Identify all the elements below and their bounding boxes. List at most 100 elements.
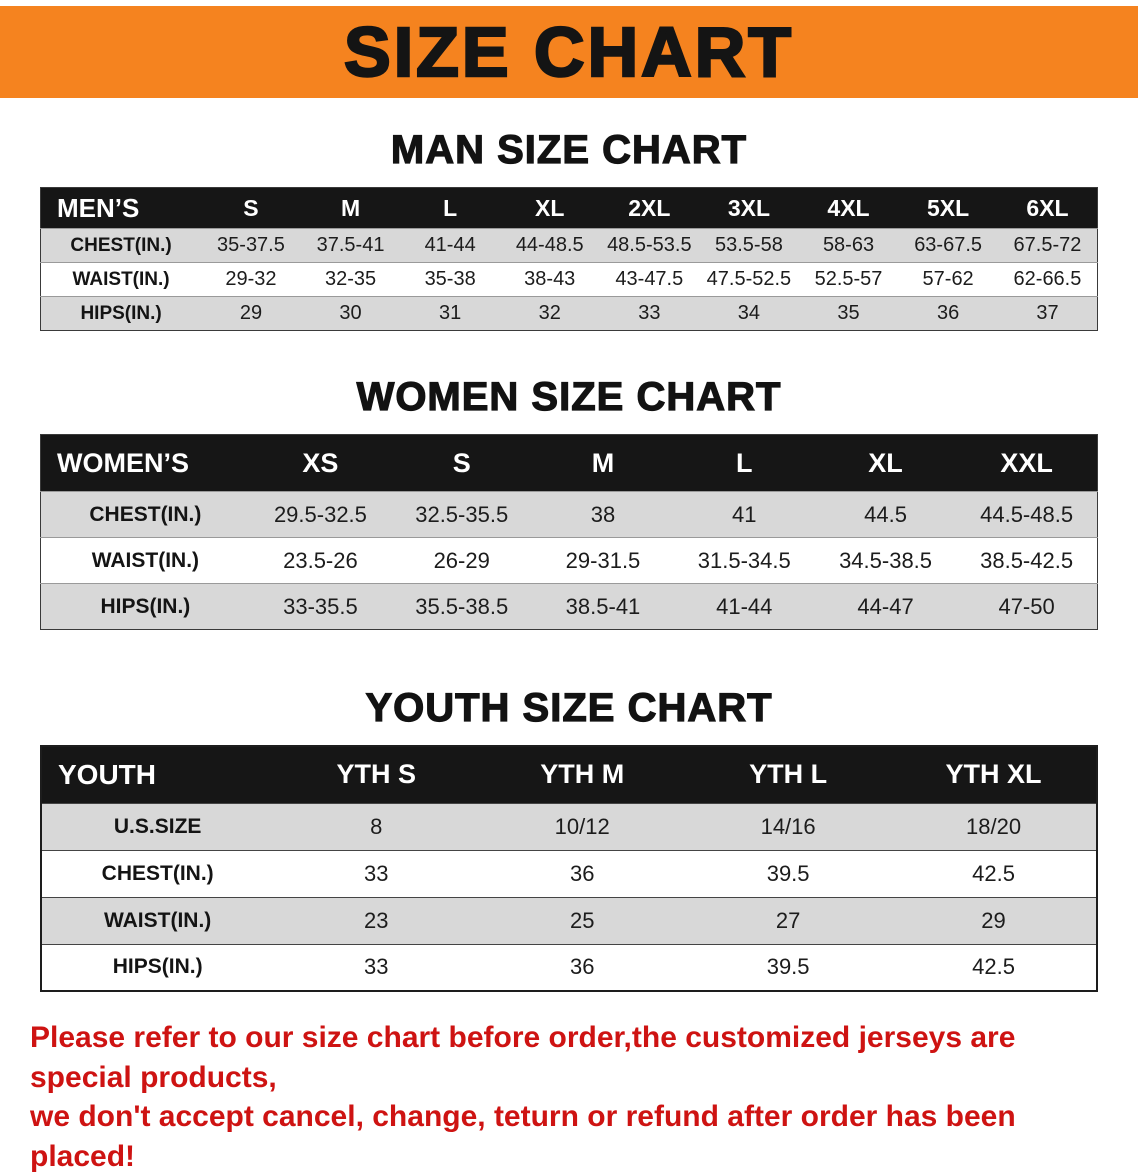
size-column-header: XL — [814, 434, 957, 492]
table-row: HIPS(IN.) 33 36 39.5 42.5 — [41, 944, 1097, 991]
row-label-cell: HIPS(IN.) — [112, 955, 203, 979]
value-cell: 34 — [737, 302, 761, 324]
value-cell: 37.5-41 — [316, 234, 385, 256]
value-cell: 32-35 — [324, 268, 377, 290]
table-row: HIPS(IN.) 33-35.5 35.5-38.5 38.5-41 41-44 44-… — [40, 583, 1098, 630]
value-cell: 30 — [339, 302, 362, 324]
value-cell: 52.5-57 — [814, 268, 883, 290]
table-header-row: MEN’S S M L XL 2XL 3XL 4XL 5XL 6XL — [40, 187, 1098, 229]
size-column-header: YTH L — [685, 746, 892, 803]
value-cell: 35-38 — [424, 268, 476, 290]
value-cell: 35 — [837, 302, 860, 324]
value-cell: 36 — [569, 860, 595, 886]
value-cell: 36 — [569, 954, 595, 980]
size-column-header: L — [673, 434, 815, 492]
row-label-cell: CHEST(IN.) — [70, 234, 172, 256]
row-label-cell: HIPS(IN.) — [100, 594, 191, 618]
value-cell: 39.5 — [766, 860, 810, 886]
row-label-cell: WAIST(IN.) — [103, 908, 212, 932]
value-cell: 37 — [1036, 302, 1059, 324]
value-cell: 23.5-26 — [283, 547, 358, 573]
size-column-header: M — [300, 187, 401, 229]
value-cell: 67.5-72 — [1013, 234, 1082, 256]
size-column-header: S — [391, 434, 533, 492]
notice-line-1: Please refer to our size chart before or… — [30, 1021, 1016, 1094]
value-cell: 29-32 — [225, 268, 277, 290]
table-row: WAIST(IN.) 29-32 32-35 35-38 38-43 43-47.5 47.… — [40, 262, 1098, 297]
size-column-header: S — [201, 187, 301, 229]
table-row: CHEST(IN.) 35-37.5 37.5-41 41-44 44-48.5 48.5… — [40, 228, 1098, 263]
value-cell: 42.5 — [972, 954, 1015, 980]
table-row: WAIST(IN.) 23.5-26 26-29 29-31.5 31.5-34.5 34… — [40, 537, 1098, 584]
table-row: CHEST(IN.) 29.5-32.5 32.5-35.5 38 41 44.5 44.5… — [40, 491, 1098, 538]
value-cell: 41 — [732, 501, 757, 527]
order-notice: Please refer to our size chart before or… — [0, 1018, 1138, 1176]
youth-size-chart-section: YOUTH SIZE CHART YOUTH YTH S YTH M YTH L YTH… — [0, 685, 1138, 992]
value-cell: 47.5-52.5 — [706, 268, 792, 290]
table-header-row: WOMEN’S XS S M L XL XXL — [40, 434, 1098, 492]
table-title-cell: WOMEN’S — [40, 434, 250, 492]
value-cell: 35.5-38.5 — [415, 593, 509, 619]
men-section-heading: MAN SIZE CHART — [390, 127, 748, 172]
value-cell: 18/20 — [966, 813, 1022, 839]
size-column-header: M — [532, 434, 674, 492]
value-cell: 38-43 — [524, 268, 576, 290]
value-cell: 62-66.5 — [1013, 268, 1082, 290]
size-column-header: 6XL — [997, 187, 1098, 229]
size-column-header: 5XL — [898, 187, 998, 229]
value-cell: 29.5-32.5 — [273, 501, 367, 527]
value-cell: 47-50 — [998, 593, 1055, 619]
value-cell: 44.5 — [864, 501, 907, 527]
value-cell: 33 — [364, 954, 389, 980]
value-cell: 31 — [439, 302, 462, 324]
value-cell: 32.5-35.5 — [415, 501, 509, 527]
size-chart-page: SIZE CHART MAN SIZE CHART MEN’S S M L XL 2XL 3… — [0, 6, 1138, 1176]
value-cell: 53.5-58 — [715, 234, 783, 256]
value-cell: 33 — [364, 860, 389, 886]
page-title: SIZE CHART — [343, 13, 794, 91]
value-cell: 48.5-53.5 — [607, 234, 692, 256]
women-size-table: WOMEN’S XS S M L XL XXL CHEST(IN.) 29.5-32.5 32.5… — [40, 434, 1098, 630]
size-column-header: L — [400, 187, 500, 229]
row-label-cell: HIPS(IN.) — [80, 302, 162, 324]
size-column-header: YTH M — [479, 746, 686, 803]
youth-size-table: YOUTH YTH S YTH M YTH L YTH XL U.S.SIZE 8 10/12… — [40, 745, 1098, 992]
table-title-cell: MEN’S — [40, 187, 202, 229]
value-cell: 31.5-34.5 — [697, 547, 791, 573]
value-cell: 34.5-38.5 — [839, 547, 933, 573]
value-cell: 36 — [936, 302, 960, 324]
row-label-cell: CHEST(IN.) — [89, 502, 202, 526]
youth-section-heading: YOUTH SIZE CHART — [365, 685, 773, 730]
value-cell: 44-48.5 — [515, 234, 584, 256]
row-label-cell: WAIST(IN.) — [91, 548, 200, 572]
men-size-chart-section: MAN SIZE CHART MEN’S S M L XL 2XL 3XL 4XL 5XL 6XL… — [0, 127, 1138, 331]
value-cell: 29 — [981, 907, 1006, 933]
size-column-header: YTH S — [273, 746, 480, 803]
value-cell: 41-44 — [716, 593, 773, 619]
row-label-cell: CHEST(IN.) — [101, 861, 214, 885]
table-header-row: YOUTH YTH S YTH M YTH L YTH XL — [41, 746, 1097, 803]
value-cell: 63-67.5 — [914, 234, 983, 256]
women-size-chart-section: WOMEN SIZE CHART WOMEN’S XS S M L XL XXL CHEST(… — [0, 374, 1138, 630]
value-cell: 58-63 — [822, 234, 875, 256]
value-cell: 33-35.5 — [283, 593, 358, 619]
value-cell: 8 — [370, 813, 383, 839]
size-column-header: XXL — [956, 434, 1098, 492]
size-column-header: YTH XL — [891, 746, 1097, 803]
value-cell: 44.5-48.5 — [980, 501, 1074, 527]
size-column-header: 2XL — [599, 187, 700, 229]
value-cell: 57-62 — [922, 268, 974, 290]
size-column-header: 3XL — [699, 187, 799, 229]
table-row: HIPS(IN.) 29 30 31 32 33 34 35 36 37 — [40, 296, 1098, 331]
table-row: CHEST(IN.) 33 36 39.5 42.5 — [41, 850, 1097, 897]
value-cell: 43-47.5 — [615, 268, 684, 290]
row-label-cell: WAIST(IN.) — [72, 268, 170, 290]
size-chart-banner: SIZE CHART — [0, 6, 1138, 98]
value-cell: 42.5 — [972, 860, 1015, 886]
size-column-header: XL — [499, 187, 600, 229]
value-cell: 38.5-41 — [565, 593, 641, 619]
value-cell: 32 — [538, 302, 561, 324]
value-cell: 29 — [239, 302, 263, 324]
value-cell: 33 — [638, 302, 661, 324]
value-cell: 35-37.5 — [217, 234, 285, 256]
